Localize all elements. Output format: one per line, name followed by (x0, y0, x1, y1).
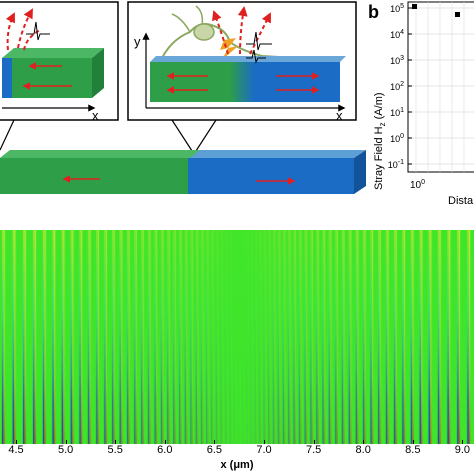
panel-b-x-tick-label: 100 (410, 179, 425, 191)
zoom-lines (0, 119, 217, 155)
field-map-x-tick-label: 7.0 (256, 444, 272, 456)
field-map-plot (0, 230, 474, 444)
panel-b-y-tick-label: 105 (390, 3, 404, 14)
field-map-x-axis-title: x (μm) (220, 459, 254, 471)
panel-b-y-tick-label: 104 (390, 29, 404, 40)
panel-b-grid (408, 2, 474, 172)
inset-right-axis-y: y (134, 34, 141, 49)
field-map-x-tick (264, 440, 265, 444)
panel-b-y-tick-label: 102 (390, 81, 404, 92)
field-map-x-tick-label: 9.0 (454, 444, 471, 456)
field-map-x-tick-label: 6.0 (157, 444, 173, 456)
inset-left: x (0, 1, 119, 123)
panel-b-x-tick-labels: 100 (410, 179, 425, 191)
schematic-illustration: x y x (0, 1, 474, 207)
panel-b-point (455, 12, 460, 17)
field-map-x-tick-label: 5.5 (107, 444, 123, 456)
inset-right: y x (127, 1, 357, 123)
panel-b-y-tick-label: 10-1 (388, 159, 404, 170)
panel-b-label: b (368, 2, 379, 22)
panel-b-xlabel: Dista (448, 195, 474, 207)
panel-b-ylabel: Stray Field Hz (A/m) (373, 92, 387, 190)
domain-strip (0, 150, 366, 194)
field-map-x-tick (462, 440, 464, 444)
field-map-x-tick (115, 440, 117, 444)
field-map-x-tick (412, 440, 414, 444)
field-map-x-tick-label: 5.0 (57, 444, 74, 456)
panel-b-point (412, 4, 417, 9)
field-map-x-axis: 4.5 5.0 5.5 6.0 6.5 7.0 7.5 8.0 8.5 9.0 x (μm) (0, 440, 474, 474)
field-map-x-tick (313, 440, 315, 444)
field-map-x-tick-label: 8.5 (405, 444, 421, 456)
panel-b-y-tick-labels: 105 104 103 102 101 100 10-1 (388, 3, 404, 170)
field-map-x-tick (65, 440, 67, 444)
field-map-x-tick (164, 440, 166, 444)
panel-b-chart: Stray Field Hz (A/m) 1051041031021011001… (373, 1, 474, 207)
panel-b-y-tick-label: 100 (390, 133, 404, 144)
field-map-x-tick-label: 4.5 (8, 444, 24, 456)
field-map-x-tick (16, 440, 17, 444)
field-map-x-tick-label: 7.5 (305, 444, 322, 456)
panel-b-y-tick-label: 103 (390, 55, 404, 66)
field-map-x-tick (363, 440, 365, 444)
panel-b-y-tick-label: 101 (390, 107, 404, 118)
inset-right-axis-x: x (336, 108, 343, 123)
field-map-x-tick-label: 6.5 (206, 444, 223, 456)
inset-left-axis-x: x (92, 108, 99, 123)
field-map-x-tick-label: 8.0 (355, 444, 371, 456)
field-map-x-tick (214, 440, 216, 444)
field-map-image (0, 230, 474, 444)
